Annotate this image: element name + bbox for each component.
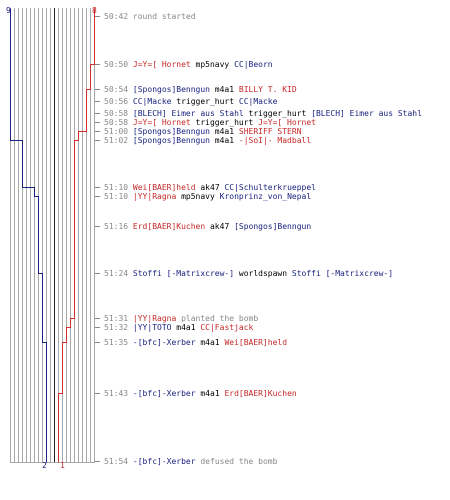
blue-team-end-count: 2 xyxy=(42,461,47,470)
event-player: [Spongos]Benngun xyxy=(132,127,210,136)
event-time: 51:10 xyxy=(104,183,129,192)
event-time: 51:16 xyxy=(104,222,129,231)
event-player: [BLECH] Eimer aus Stahl xyxy=(311,109,422,118)
event-player: |YY|TOTO xyxy=(132,323,172,332)
event-player: BILLY T. KID xyxy=(238,85,297,94)
event-player: -[bfc]-Xerber xyxy=(132,338,196,347)
event-weapon: m4a1 xyxy=(171,323,201,332)
event-weapon: m4a1 xyxy=(195,338,225,347)
event-action: round started xyxy=(132,12,196,21)
event-weapon: m4a1 xyxy=(195,389,225,398)
event-time: 50:58 xyxy=(104,109,129,118)
event-row: 51:31 |YY|Ragna planted the bomb xyxy=(104,314,258,323)
event-player: |YY|Ragna xyxy=(132,192,177,201)
event-player: Stoffi [-Matrixcrew-] xyxy=(132,269,235,278)
event-row: 51:54 -[bfc]-Xerber defused the bomb xyxy=(104,457,277,466)
event-time: 50:54 xyxy=(104,85,129,94)
event-time: 51:32 xyxy=(104,323,129,332)
event-weapon: m4a1 xyxy=(209,85,239,94)
event-player: -[bfc]-Xerber xyxy=(132,389,196,398)
event-time: 50:50 xyxy=(104,60,129,69)
event-time: 51:54 xyxy=(104,457,129,466)
event-player: |YY|Ragna xyxy=(132,314,177,323)
event-row: 50:50 J=Y=[ Hornet mp5navy CC|Beorn xyxy=(104,60,273,69)
event-player: Erd[BAER]Kuchen xyxy=(224,389,297,398)
event-time: 50:56 xyxy=(104,97,129,106)
event-action: defused the bomb xyxy=(195,457,278,466)
event-player: CC|Schulterkrueppel xyxy=(224,183,316,192)
event-row: 50:56 CC|Macke trigger_hurt CC|Macke xyxy=(104,97,277,106)
event-player: Wei[BAER]held xyxy=(224,338,288,347)
event-weapon: trigger_hurt xyxy=(243,109,312,118)
event-time: 51:24 xyxy=(104,269,129,278)
event-weapon: trigger_hurt xyxy=(190,118,259,127)
event-row: 51:32 |YY|TOTO m4a1 CC|Fastjack xyxy=(104,323,253,332)
event-row: 50:58 J=Y=[ Hornet trigger_hurt J=Y=[ Ho… xyxy=(104,118,316,127)
event-row: 51:24 Stoffi [-Matrixcrew-] worldspawn S… xyxy=(104,269,393,278)
event-player: Wei[BAER]held xyxy=(132,183,196,192)
event-time: 50:58 xyxy=(104,118,129,127)
event-player: CC|Fastjack xyxy=(200,323,254,332)
event-weapon: ak47 xyxy=(205,222,235,231)
red-team-start-count: 8 xyxy=(92,6,97,15)
event-player: J=Y=[ Hornet xyxy=(132,118,191,127)
event-player: -[bfc]-Xerber xyxy=(132,457,196,466)
event-player: [Spongos]Benngun xyxy=(132,136,210,145)
red-team-end-count: 1 xyxy=(60,461,65,470)
event-row: 51:35 -[bfc]-Xerber m4a1 Wei[BAER]held xyxy=(104,338,287,347)
event-row: 50:42 round started xyxy=(104,12,196,21)
event-time: 51:31 xyxy=(104,314,129,323)
event-player: J=Y=[ Hornet xyxy=(258,118,316,127)
event-time: 51:10 xyxy=(104,192,129,201)
event-row: 51:00 [Spongos]Benngun m4a1 SHERIFF STER… xyxy=(104,127,302,136)
event-player: [Spongos]Benngun xyxy=(132,85,210,94)
blue-team-alive-line xyxy=(10,8,47,463)
event-row: 51:43 -[bfc]-Xerber m4a1 Erd[BAER]Kuchen xyxy=(104,389,297,398)
event-player: Kronprinz_von_Nepal xyxy=(219,192,312,201)
red-team-alive-line xyxy=(58,8,95,463)
event-player: CC|Macke xyxy=(132,97,172,106)
event-player: SHERIFF STERN xyxy=(238,127,302,136)
event-row: 50:58 [BLECH] Eimer aus Stahl trigger_hu… xyxy=(104,109,422,118)
event-action: planted the bomb xyxy=(176,314,259,323)
event-player: Erd[BAER]Kuchen xyxy=(132,222,206,231)
event-player: [Spongos]Benngun xyxy=(234,222,312,231)
event-row: 51:10 Wei[BAER]held ak47 CC|Schulterkrue… xyxy=(104,183,316,192)
event-row: 51:10 |YY|Ragna mp5navy Kronprinz_von_Ne… xyxy=(104,192,311,201)
event-row: 51:16 Erd[BAER]Kuchen ak47 [Spongos]Benn… xyxy=(104,222,311,231)
event-weapon: m4a1 xyxy=(209,127,239,136)
event-weapon: m4a1 xyxy=(209,136,239,145)
blue-team-start-count: 9 xyxy=(6,6,11,15)
event-row: 50:54 [Spongos]Benngun m4a1 BILLY T. KID xyxy=(104,85,297,94)
event-time: 51:00 xyxy=(104,127,129,136)
event-weapon: trigger_hurt xyxy=(171,97,239,106)
event-player: -|SoI|- Madball xyxy=(238,136,312,145)
event-time: 51:35 xyxy=(104,338,129,347)
event-player: [BLECH] Eimer aus Stahl xyxy=(132,109,244,118)
event-row: 51:02 [Spongos]Benngun m4a1 -|SoI|- Madb… xyxy=(104,136,311,145)
event-weapon: worldspawn xyxy=(234,269,292,278)
event-player: CC|Macke xyxy=(238,97,278,106)
event-time: 50:42 xyxy=(104,12,129,21)
event-weapon: mp5navy xyxy=(190,60,235,69)
event-time: 51:02 xyxy=(104,136,129,145)
event-player: CC|Beorn xyxy=(234,60,273,69)
event-weapon: ak47 xyxy=(195,183,225,192)
event-time: 51:43 xyxy=(104,389,129,398)
alive-players-chart xyxy=(10,8,100,463)
event-player: J=Y=[ Hornet xyxy=(132,60,191,69)
event-player: Stoffi [-Matrixcrew-] xyxy=(291,269,394,278)
event-weapon: mp5navy xyxy=(176,192,220,201)
